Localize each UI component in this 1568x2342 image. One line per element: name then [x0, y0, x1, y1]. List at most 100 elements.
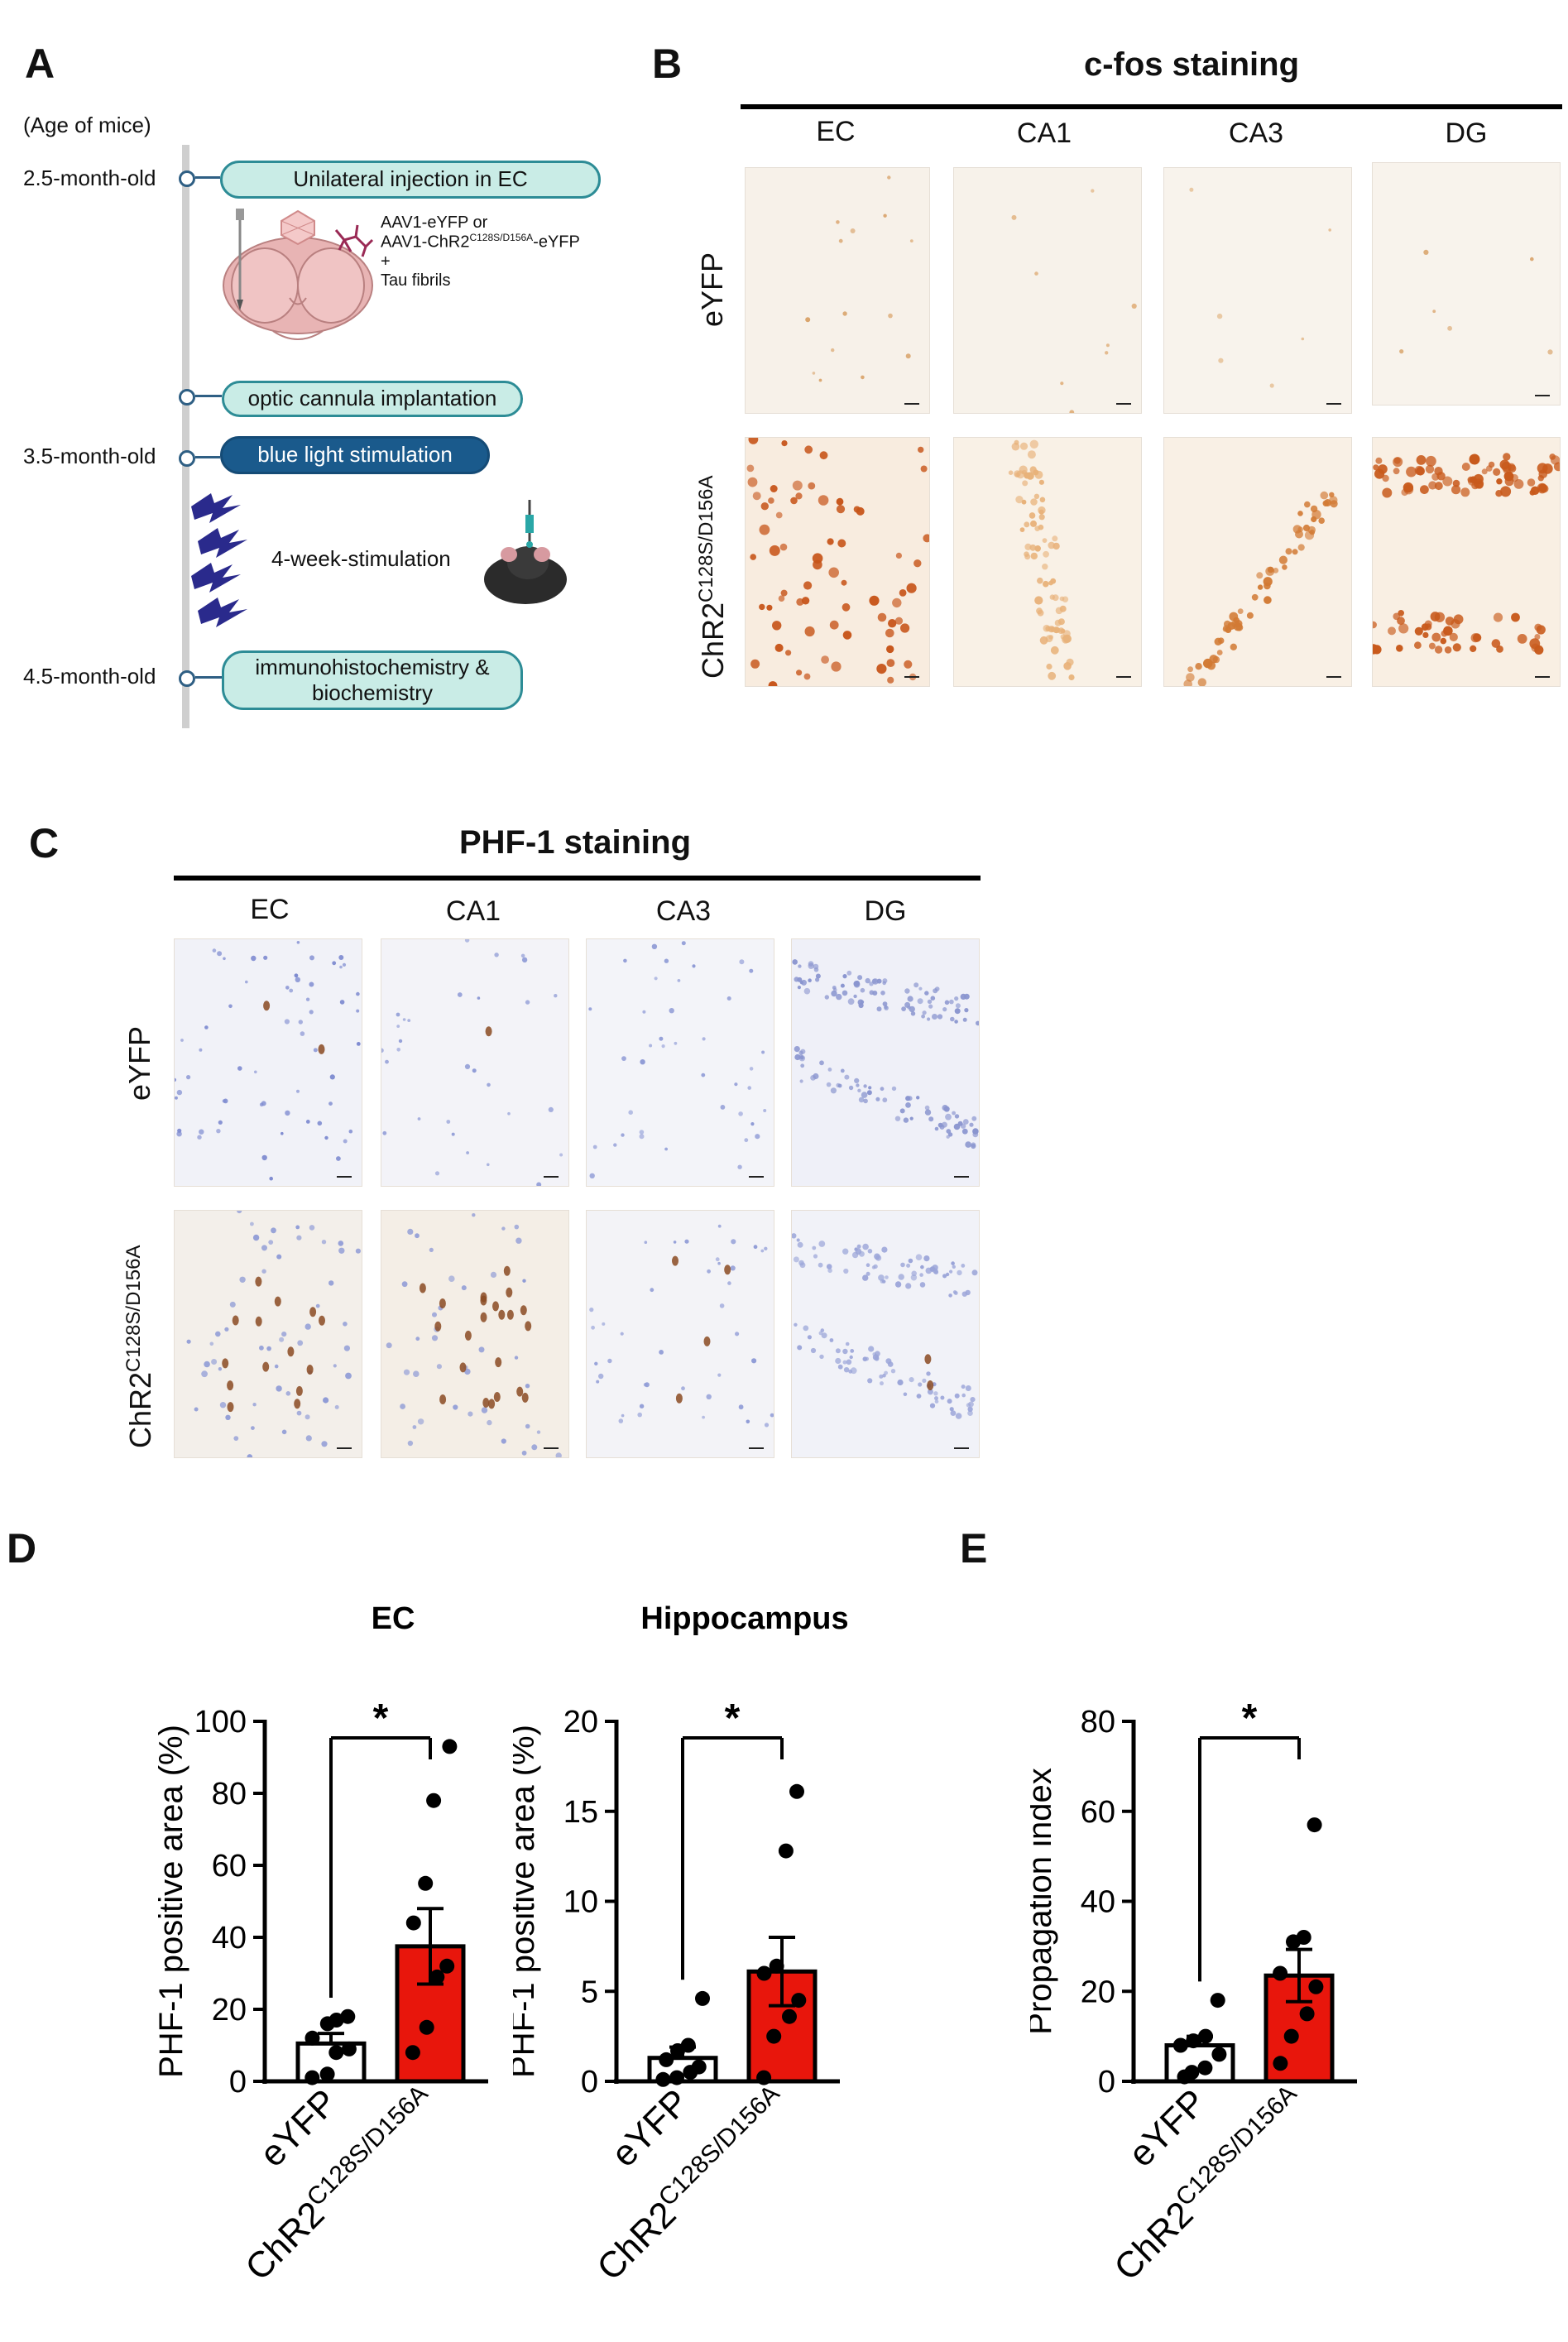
data-point [769, 1958, 784, 1974]
data-point [1307, 1817, 1322, 1833]
y-tick-label: 20 [1081, 1975, 1115, 2009]
y-tick-label: 40 [212, 1921, 247, 1956]
phf1-col-ec: EC [250, 894, 290, 925]
stimulation-label: 4-week-stimulation [271, 546, 451, 571]
timeline-connector [195, 456, 220, 458]
data-point [1197, 2060, 1213, 2076]
data-point [419, 2019, 434, 2035]
timeline-connector [195, 676, 222, 679]
experimental-timeline: (Age of mice) 2.5-month-old Unilateral i… [0, 0, 645, 745]
data-point [328, 2045, 344, 2061]
phf1-chr2-ca1-image [381, 1210, 569, 1458]
category-label: eYFP [1121, 2081, 1214, 2174]
scale-bar [337, 1176, 352, 1178]
data-point [778, 1843, 794, 1859]
chart-hippocampus-phf1: Hippocampus 0 5 10 15 20 PHF-1 positive area (… [513, 1601, 849, 2288]
scale-bar [544, 1447, 559, 1449]
age-2-5-months: 2.5-month-old [23, 166, 156, 190]
scale-bar [1116, 676, 1131, 678]
y-axis-label: PHF-1 positive area (%) [153, 1725, 189, 2078]
phf1-eyfp-dg-image [791, 938, 980, 1187]
scale-bar [544, 1176, 559, 1178]
data-point [655, 2071, 671, 2087]
cfos-chr2-ec-image [745, 437, 930, 687]
timeline-connector [195, 395, 222, 397]
phf1-col-dg: DG [864, 895, 907, 927]
scale-bar [904, 403, 919, 405]
data-point [304, 2030, 320, 2046]
step-cannula: optic cannula implantation [222, 381, 523, 417]
data-point [426, 1792, 442, 1808]
step-light: blue light stimulation [220, 436, 490, 474]
data-point [328, 2013, 344, 2028]
chart-title: EC [372, 1601, 415, 1636]
scale-bar [749, 1176, 764, 1178]
y-tick-label: 0 [1098, 2065, 1115, 2100]
y-tick-label: 0 [229, 2065, 247, 2100]
injection-note-line2: AAV1-ChR2C128S/D156A-eYFP [381, 232, 580, 252]
data-point [1210, 1993, 1225, 2008]
y-tick-label: 0 [581, 2065, 598, 2100]
y-axis-label: PHF-1 positive area (%) [513, 1725, 541, 2078]
category-label: eYFP [252, 2081, 345, 2174]
y-tick-label: 80 [1081, 1705, 1115, 1740]
data-point [340, 2008, 356, 2024]
age-header: (Age of mice) [23, 113, 151, 137]
scale-bar [904, 676, 919, 678]
data-point [1198, 2028, 1213, 2044]
scale-bar [749, 1447, 764, 1449]
injection-note: AAV1-eYFP or AAV1-ChR2C128S/D156A-eYFP +… [381, 214, 580, 290]
data-point [782, 2008, 797, 2024]
cfos-eyfp-ca3-image [1163, 167, 1352, 414]
phf1-eyfp-ec-image [174, 938, 362, 1187]
injection-note-line4: Tau fibrils [381, 271, 451, 290]
data-point [1283, 2028, 1299, 2044]
data-point [756, 2070, 772, 2085]
scale-bar [1535, 395, 1550, 396]
brain-icon [223, 209, 373, 340]
data-point [1186, 2033, 1201, 2049]
light-pulse-icon [191, 493, 247, 627]
step-injection: Unilateral injection in EC [220, 161, 601, 199]
cfos-col-ca3: CA3 [1228, 118, 1284, 149]
y-tick-label: 15 [563, 1795, 598, 1830]
data-point [659, 2052, 674, 2067]
y-tick-label: 20 [563, 1705, 598, 1740]
cfos-chr2-dg-image [1372, 437, 1561, 687]
scale-bar [954, 1176, 969, 1178]
data-point [669, 2070, 684, 2085]
scale-bar [954, 1447, 969, 1449]
data-point [341, 2041, 357, 2056]
y-tick-label: 40 [1081, 1885, 1115, 1920]
y-tick-label: 80 [212, 1777, 247, 1812]
injection-note-line3: + [381, 252, 391, 271]
significance-star: * [725, 1697, 741, 1740]
data-point [1172, 2037, 1188, 2053]
phf1-chr2-ec-image [174, 1210, 362, 1458]
timeline-node [179, 450, 195, 467]
cfos-eyfp-dg-image [1372, 162, 1561, 406]
phf1-row-eyfp: eYFP [122, 1025, 156, 1101]
chart-title: Hippocampus [640, 1601, 848, 1636]
timeline-node [179, 389, 195, 406]
timeline-node [179, 170, 195, 187]
data-point [789, 1783, 804, 1799]
y-tick-label: 20 [212, 1993, 247, 2028]
data-point [1308, 1979, 1324, 1994]
cfos-eyfp-ca1-image [953, 167, 1142, 414]
phf1-chr2-ca3-image [586, 1210, 774, 1458]
mouse-icon [484, 500, 567, 604]
category-label: eYFP [604, 2081, 697, 2174]
y-tick-label: 60 [1081, 1795, 1115, 1830]
cfos-col-dg: DG [1445, 118, 1488, 149]
phf1-eyfp-ca1-image [381, 938, 569, 1187]
age-3-5-months: 3.5-month-old [23, 444, 156, 468]
phf1-eyfp-ca3-image [586, 938, 774, 1187]
phf1-title-rule [174, 876, 981, 881]
y-tick-label: 5 [581, 1975, 598, 2009]
data-point [442, 1739, 458, 1754]
significance-star: * [1242, 1697, 1258, 1740]
data-point [1299, 2006, 1315, 2022]
data-point [680, 2037, 696, 2053]
